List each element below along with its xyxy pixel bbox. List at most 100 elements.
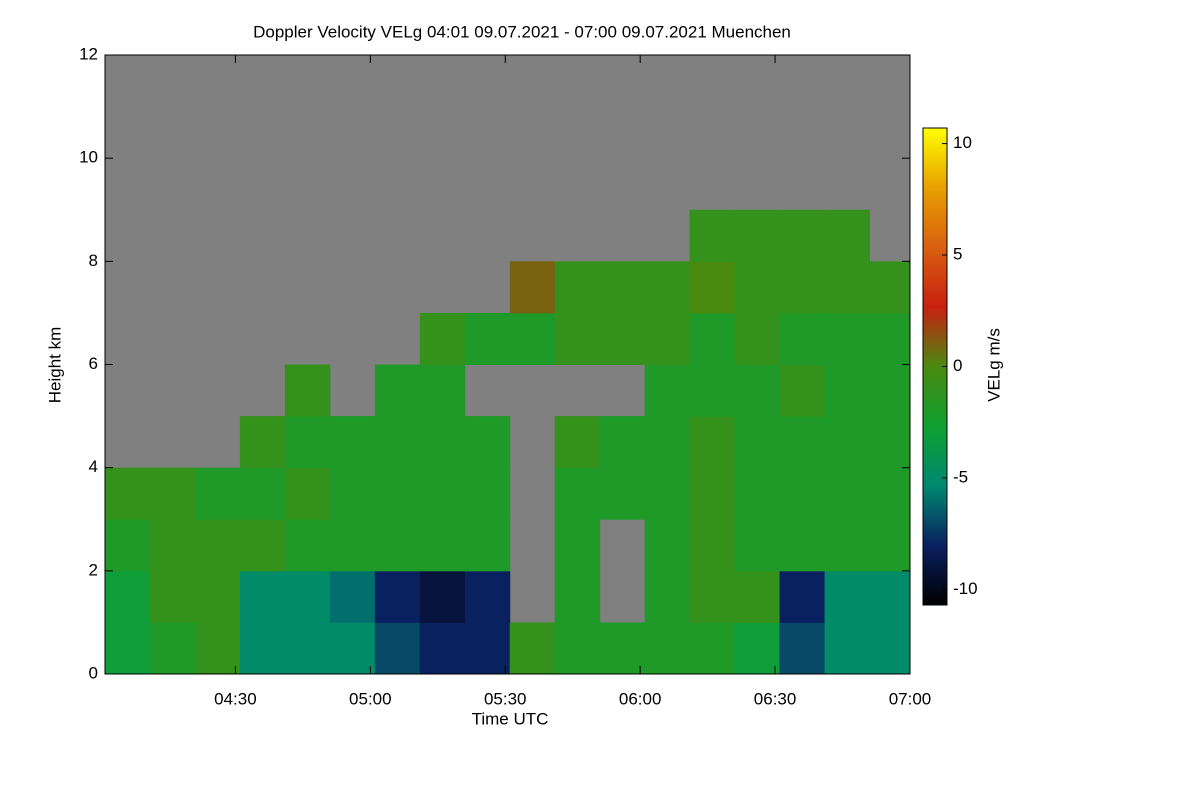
- heatmap-cell: [689, 261, 736, 314]
- heatmap-cell: [599, 261, 646, 314]
- heatmap-cell: [419, 467, 466, 520]
- heatmap-cell: [599, 622, 646, 674]
- heatmap-cell: [779, 364, 826, 417]
- heatmap-cell: [644, 312, 691, 365]
- heatmap-cell: [734, 519, 781, 572]
- heatmap-cell: [374, 364, 421, 417]
- y-axis-label: Height km: [45, 327, 64, 404]
- heatmap-cell: [734, 312, 781, 365]
- heatmap-cell: [689, 312, 736, 365]
- heatmap-cell: [194, 519, 241, 572]
- heatmap-cell: [374, 467, 421, 520]
- heatmap-cell: [734, 467, 781, 520]
- heatmap-cell: [554, 467, 601, 520]
- colorbar-tick-label: -10: [953, 579, 978, 598]
- heatmap-cell: [734, 622, 781, 674]
- heatmap-cell: [644, 570, 691, 623]
- heatmap-cell: [824, 312, 871, 365]
- heatmap-cell: [779, 622, 826, 674]
- heatmap-cell: [509, 312, 556, 365]
- x-tick-label: 06:30: [754, 689, 797, 708]
- heatmap-cell: [419, 416, 466, 469]
- heatmap-cell: [149, 570, 196, 623]
- heatmap-cell: [374, 622, 421, 674]
- heatmap-cell: [284, 364, 331, 417]
- heatmap-cell: [239, 416, 286, 469]
- heatmap-cell: [554, 261, 601, 314]
- heatmap-cell: [869, 364, 910, 417]
- heatmap-cell: [869, 519, 910, 572]
- x-tick-label: 04:30: [214, 689, 257, 708]
- y-tick-label: 10: [79, 148, 98, 167]
- heatmap-cell: [779, 570, 826, 623]
- heatmap-cell: [464, 416, 511, 469]
- heatmap-cell: [734, 364, 781, 417]
- heatmap-cell: [419, 312, 466, 365]
- heatmap-cell: [329, 467, 376, 520]
- heatmap-cell: [869, 570, 910, 623]
- heatmap-cell: [599, 467, 646, 520]
- heatmap-cell: [329, 570, 376, 623]
- heatmap-cell: [644, 622, 691, 674]
- heatmap-cell: [869, 416, 910, 469]
- heatmap-cell: [329, 416, 376, 469]
- heatmap-cell: [509, 261, 556, 314]
- heatmap-cell: [824, 261, 871, 314]
- heatmap-cell: [689, 519, 736, 572]
- heatmap-cell: [554, 416, 601, 469]
- heatmap-cell: [689, 209, 736, 262]
- y-tick-label: 8: [89, 251, 98, 270]
- heatmap-cell: [689, 622, 736, 674]
- heatmap-cell: [824, 416, 871, 469]
- chart-title: Doppler Velocity VELg 04:01 09.07.2021 -…: [253, 22, 791, 41]
- heatmap-cell: [689, 570, 736, 623]
- heatmap-cell: [329, 519, 376, 572]
- colorbar-tick-label: 5: [953, 245, 962, 264]
- heatmap-cell: [824, 209, 871, 262]
- heatmap-cell: [464, 312, 511, 365]
- heatmap-cell: [644, 261, 691, 314]
- y-tick-label: 0: [89, 663, 98, 682]
- heatmap-cell: [464, 519, 511, 572]
- colorbar-label: VELg m/s: [984, 328, 1003, 402]
- heatmap-cell: [284, 467, 331, 520]
- heatmap-cell: [734, 209, 781, 262]
- heatmap-cell: [779, 416, 826, 469]
- heatmap-cell: [149, 519, 196, 572]
- heatmap-cell: [869, 312, 910, 365]
- heatmap-cell: [284, 622, 331, 674]
- heatmap-cell: [239, 570, 286, 623]
- heatmap-cell: [194, 467, 241, 520]
- heatmap-cell: [779, 467, 826, 520]
- colorbar-tick-label: -5: [953, 467, 968, 486]
- heatmap-cell: [194, 622, 241, 674]
- heatmap-cell: [509, 622, 556, 674]
- heatmap-cell: [644, 416, 691, 469]
- heatmap: [105, 55, 910, 674]
- heatmap-cell: [239, 622, 286, 674]
- heatmap-cell: [374, 416, 421, 469]
- heatmap-cell: [824, 519, 871, 572]
- y-tick-label: 12: [79, 44, 98, 63]
- heatmap-cell: [105, 570, 151, 623]
- y-tick-label: 6: [89, 354, 98, 373]
- heatmap-cell: [599, 312, 646, 365]
- heatmap-cell: [824, 364, 871, 417]
- heatmap-cell: [644, 519, 691, 572]
- heatmap-cell: [554, 312, 601, 365]
- heatmap-cell: [105, 622, 151, 674]
- heatmap-cell: [644, 364, 691, 417]
- heatmap-cell: [824, 622, 871, 674]
- heatmap-cell: [734, 570, 781, 623]
- heatmap-cell: [779, 209, 826, 262]
- heatmap-cell: [329, 622, 376, 674]
- heatmap-cell: [824, 570, 871, 623]
- heatmap-cell: [734, 416, 781, 469]
- heatmap-cell: [374, 519, 421, 572]
- heatmap-cell: [419, 519, 466, 572]
- heatmap-cell: [419, 570, 466, 623]
- heatmap-cell: [239, 519, 286, 572]
- x-tick-label: 07:00: [889, 689, 932, 708]
- x-tick-label: 05:30: [484, 689, 527, 708]
